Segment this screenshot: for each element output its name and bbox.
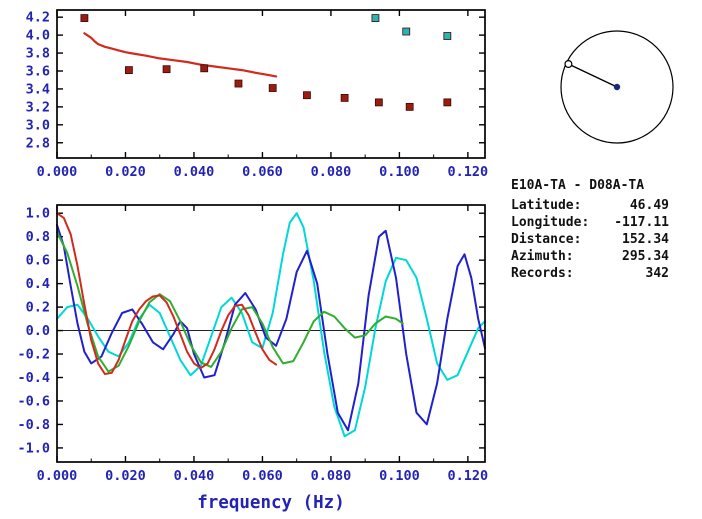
y-tick-label: -1.0 xyxy=(17,440,50,456)
station-info-value: -117.11 xyxy=(614,215,669,230)
measured-phase-velocity-points-marker xyxy=(162,65,171,74)
cross-spectrum-blue xyxy=(56,223,486,432)
y-tick-label: -0.8 xyxy=(17,417,50,433)
cross-spectrum-cyan xyxy=(56,212,486,438)
x-tick-label: 0.120 xyxy=(448,468,489,484)
center-station-marker xyxy=(613,83,621,91)
x-tick-label: 0.020 xyxy=(105,164,146,180)
compass-circle xyxy=(560,30,674,144)
station-info-value: 152.34 xyxy=(622,232,669,247)
station-info-row: Records: 342 xyxy=(511,265,669,282)
measured-phase-velocity-points-marker xyxy=(443,98,452,107)
y-tick-label: -0.2 xyxy=(17,347,50,363)
station-info-row: Azimuth: 295.34 xyxy=(511,248,669,265)
x-tick-label: 0.080 xyxy=(311,164,352,180)
y-tick-label: 0.8 xyxy=(26,229,50,245)
measured-phase-velocity-points-marker xyxy=(234,79,243,88)
azimuth-line xyxy=(568,63,618,88)
dispersion-curve xyxy=(83,32,278,78)
y-tick-label: 0.2 xyxy=(26,300,50,316)
alternate-branch-points-marker xyxy=(402,27,411,36)
measured-phase-velocity-points-marker xyxy=(200,64,209,73)
station-info-row: Distance: 152.34 xyxy=(511,231,669,248)
measured-phase-velocity-points-marker xyxy=(405,102,414,111)
measured-phase-velocity-points-marker xyxy=(80,14,89,22)
station-info-row: Latitude: 46.49 xyxy=(511,197,669,214)
x-tick-label: 0.060 xyxy=(242,164,283,180)
x-tick-label: 0.020 xyxy=(105,468,146,484)
station-info-value: 295.34 xyxy=(622,249,669,264)
x-tick-label: 0.100 xyxy=(379,468,420,484)
x-tick-label: 0.120 xyxy=(448,164,489,180)
x-tick-label: 0.000 xyxy=(37,468,78,484)
azimuth-compass xyxy=(560,30,674,144)
alternate-branch-points-marker xyxy=(371,14,380,22)
y-tick-label: 1.0 xyxy=(26,206,50,222)
y-tick-label: 4.0 xyxy=(26,28,50,44)
measured-phase-velocity-points-marker xyxy=(303,91,311,100)
y-tick-label: 0.4 xyxy=(26,276,50,292)
x-axis-title: frequency (Hz) xyxy=(197,493,345,513)
x-tick-label: 0.100 xyxy=(379,164,420,180)
measured-phase-velocity-points-marker xyxy=(340,94,349,102)
x-tick-label: 0.080 xyxy=(311,468,352,484)
y-tick-label: -0.4 xyxy=(17,370,50,386)
remote-station-marker xyxy=(564,59,573,68)
bessel-fit-red xyxy=(56,212,278,375)
y-tick-label: -0.6 xyxy=(17,393,50,409)
station-info-label: Latitude: xyxy=(511,198,582,213)
y-tick-label: 3.4 xyxy=(26,81,50,97)
station-pair-title: E10A-TA - D08A-TA xyxy=(511,178,645,193)
station-info-label: Records: xyxy=(511,266,574,281)
measured-phase-velocity-points-marker xyxy=(268,84,277,92)
x-tick-label: 0.000 xyxy=(37,164,78,180)
bottom-spectrum-plot: 0.000 0.020 0.040 0.060 0.080 0.100 0.120 -1.0 -… xyxy=(17,204,489,513)
station-info-value: 46.49 xyxy=(629,198,669,213)
station-info-label: Distance: xyxy=(511,232,582,247)
top-dispersion-plot: 0.000 0.020 0.040 0.060 0.080 0.100 0.120 2.8 3.… xyxy=(26,9,489,180)
measured-phase-velocity-points-marker xyxy=(374,98,383,107)
y-tick-label: 3.0 xyxy=(26,117,50,133)
y-tick-label: 0.0 xyxy=(26,323,50,339)
y-tick-label: 2.8 xyxy=(26,135,50,151)
station-info-label: Longitude: xyxy=(511,215,590,230)
station-info-value: 342 xyxy=(645,266,669,281)
x-tick-label: 0.040 xyxy=(174,468,215,484)
y-tick-label: 3.8 xyxy=(26,46,50,62)
y-tick-label: 3.2 xyxy=(26,99,50,115)
plot-frame xyxy=(56,204,486,463)
station-info-rows: Latitude: 46.49 Longitude: -117.11 Distance:… xyxy=(511,197,683,282)
station-info-label: Azimuth: xyxy=(511,249,574,264)
station-info-panel: E10A-TA - D08A-TA Latitude: 46.49 Longitud… xyxy=(511,178,683,282)
y-tick-label: 3.6 xyxy=(26,63,50,79)
station-info-row: Longitude: -117.11 xyxy=(511,214,669,231)
x-tick-label: 0.040 xyxy=(174,164,215,180)
y-tick-label: 4.2 xyxy=(26,10,50,26)
alternate-branch-points-marker xyxy=(443,32,452,40)
plot-frame xyxy=(56,9,486,159)
measured-phase-velocity-points-marker xyxy=(125,66,133,74)
y-tick-label: 0.6 xyxy=(26,253,50,269)
x-tick-label: 0.060 xyxy=(242,468,283,484)
